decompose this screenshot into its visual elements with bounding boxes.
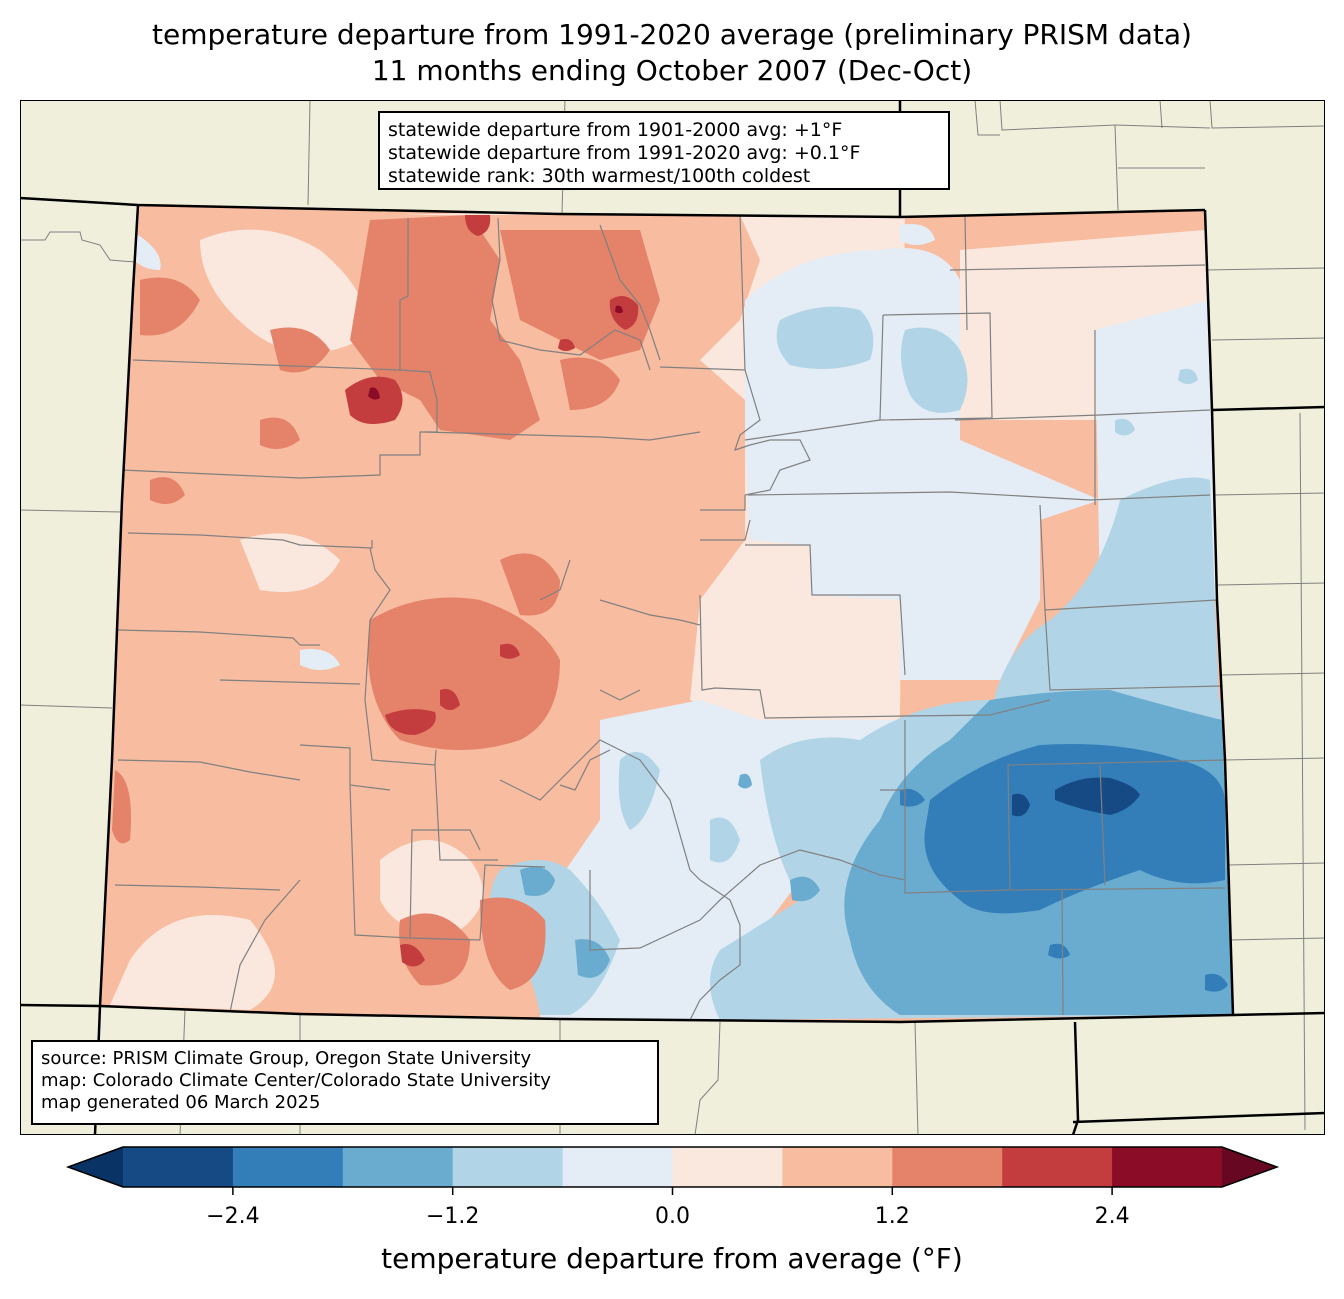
stats-departure-1901-2000: statewide departure from 1901-2000 avg: … — [388, 119, 843, 141]
colorbar-bin-1 — [232, 1147, 344, 1187]
temperature-contour-50 — [558, 339, 575, 351]
colorbar-bin-4 — [562, 1147, 673, 1187]
map-credit-line: map: Colorado Climate Center/Colorado St… — [41, 1070, 551, 1091]
colorbar-tick-label: −1.2 — [425, 1204, 480, 1229]
temperature-contour-12 — [130, 230, 161, 270]
temperature-contour-32 — [1048, 943, 1070, 959]
colorbar-bin-7 — [892, 1147, 1003, 1187]
temperature-contour-13 — [300, 649, 340, 670]
temperature-contour-55 — [368, 387, 380, 400]
temperature-contour-34 — [1012, 793, 1030, 817]
temperature-contour-18 — [1115, 418, 1135, 436]
temperature-contour-52 — [440, 689, 460, 710]
colorbar-over-arrow — [1222, 1147, 1277, 1187]
temperature-contour-40 — [500, 553, 560, 616]
temperature-contour-25 — [520, 866, 555, 896]
stats-departure-1991-2020: statewide departure from 1991-2020 avg: … — [388, 142, 861, 164]
temperature-contour-28 — [738, 773, 752, 789]
temperature-contour-53 — [500, 643, 520, 659]
temperature-contour-15 — [776, 306, 874, 369]
temperature-contour-44 — [560, 357, 620, 410]
colorbar-tick-label: 2.4 — [1094, 1204, 1130, 1229]
temperature-contour-43 — [480, 897, 546, 990]
colorbar-tick-label: 1.2 — [874, 1204, 910, 1229]
temperature-contour-31 — [1205, 973, 1228, 992]
temperature-contour-27 — [790, 876, 820, 902]
temperature-contour-42 — [399, 913, 470, 986]
temperature-contour-48 — [609, 296, 639, 330]
generated-date-line: map generated 06 March 2025 — [41, 1092, 321, 1113]
temperature-contour-29 — [924, 744, 1225, 914]
oklahoma-border — [1071, 1021, 1325, 1135]
temperature-contour-4 — [240, 533, 340, 592]
temperature-contour-45 — [150, 477, 185, 504]
temperature-contour-6 — [780, 613, 900, 720]
temperature-contour-14 — [900, 224, 935, 245]
colorbar-tick-label: −2.4 — [206, 1204, 260, 1229]
colorbar-bin-5 — [672, 1147, 783, 1187]
temperature-contour-1 — [200, 229, 365, 353]
temperature-contour-17 — [1178, 368, 1198, 384]
county-lines — [114, 214, 1226, 1021]
colorbar-under-arrow — [68, 1147, 123, 1187]
temperature-contour-47 — [345, 376, 403, 424]
colorbar-outline — [65, 1146, 1280, 1188]
colorado-north-border — [20, 196, 1206, 219]
temperature-contour-30 — [900, 788, 925, 807]
map-subtitle: 11 months ending October 2007 (Dec-Oct) — [371, 54, 973, 87]
colorbar-bin-9 — [1112, 1147, 1223, 1187]
temperature-contour-54 — [400, 944, 425, 967]
colorbar-bin-3 — [452, 1147, 564, 1187]
temperature-contour-33 — [1055, 777, 1140, 815]
temperature-contour-23 — [710, 817, 740, 863]
stats-rank: statewide rank: 30th warmest/100th colde… — [388, 165, 811, 187]
temperature-contour-2 — [110, 915, 275, 1010]
temperature-contour-26 — [575, 939, 610, 978]
source-credit-box: source: PRISM Climate Group, Oregon Stat… — [31, 1040, 659, 1125]
temperature-contour-56 — [615, 305, 623, 314]
statewide-stats-box: statewide departure from 1901-2000 avg: … — [378, 111, 950, 190]
temperature-contour-3 — [380, 840, 483, 932]
source-line: source: PRISM Climate Group, Oregon Stat… — [41, 1048, 532, 1069]
colorbar-bin-8 — [1002, 1147, 1113, 1187]
temperature-contour-22 — [618, 752, 660, 830]
colorado-east-border — [1203, 209, 1235, 1016]
colorbar-bin-2 — [342, 1147, 454, 1187]
temperature-contour-41 — [112, 770, 131, 844]
colorbar — [65, 1146, 1280, 1195]
neighbor-county-lines — [20, 100, 1325, 1135]
temperature-contour-36 — [500, 230, 660, 360]
map-panel — [20, 100, 1325, 1135]
temperature-contour-38 — [270, 327, 330, 373]
temperature-field — [100, 205, 1233, 1022]
colorbar-bin-0 — [123, 1147, 234, 1187]
temperature-contour-37 — [140, 277, 200, 336]
temperature-contour-16 — [901, 327, 968, 413]
temperature-contour-46 — [260, 417, 300, 449]
colorbar-tick-label: 0.0 — [655, 1204, 690, 1229]
kansas-nebraska-border — [1211, 405, 1325, 412]
colorado-west-border — [93, 204, 140, 1135]
map-title: temperature departure from 1991-2020 ave… — [152, 18, 1192, 51]
colorbar-label: temperature departure from average (°F) — [381, 1242, 963, 1275]
temperature-contour-49 — [465, 215, 491, 236]
colorbar-bin-6 — [782, 1147, 893, 1187]
temperature-contour-51 — [385, 709, 436, 735]
